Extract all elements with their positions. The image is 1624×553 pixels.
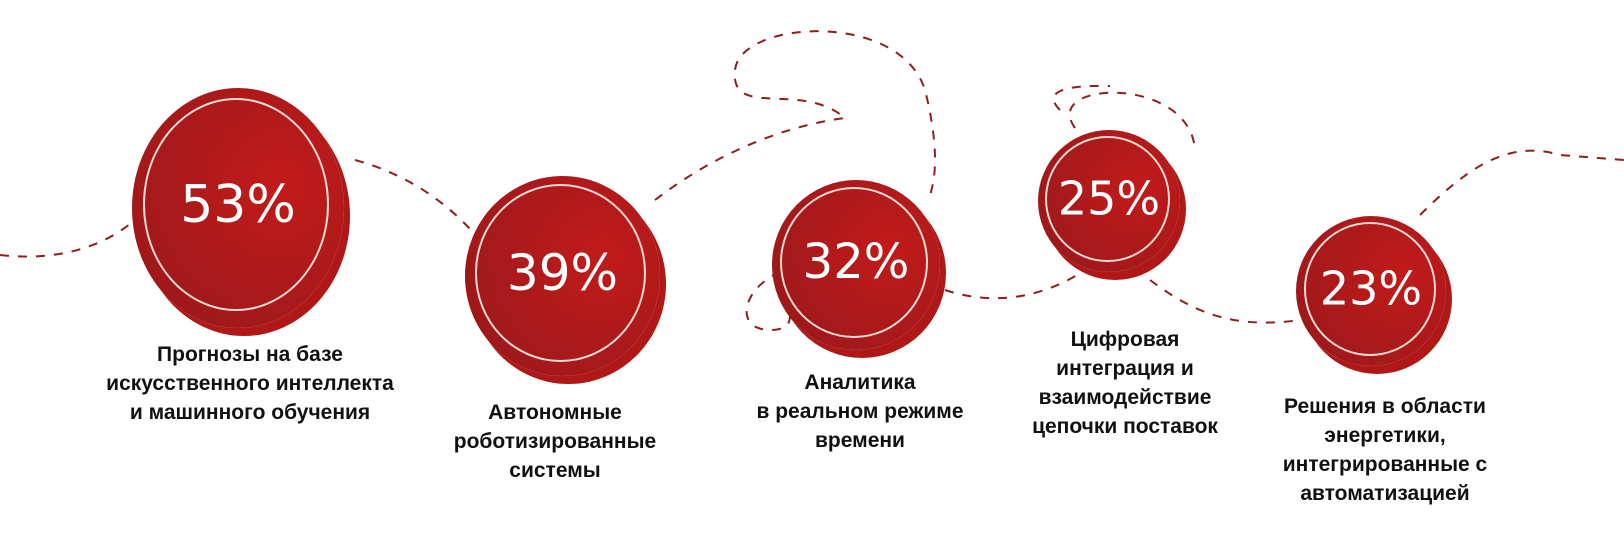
bubble-value: 39% <box>506 244 619 303</box>
label-line: автоматизацией <box>1300 482 1470 505</box>
label-line: взаимодействие <box>1038 386 1212 409</box>
bubble-value: 23% <box>1319 261 1423 316</box>
bubble-1: 53% <box>132 88 344 328</box>
label-2: Автономные роботизированные системы <box>430 398 680 485</box>
label-1: Прогнозы на базе искусственного интеллек… <box>90 340 410 427</box>
label-line: интеграция и <box>1056 357 1194 380</box>
label-line: Прогнозы на базе <box>157 343 343 366</box>
bubble-ring <box>474 184 647 362</box>
label-3: Аналитика в реальном режиме времени <box>735 368 985 455</box>
label-line: цепочки поставок <box>1032 415 1218 438</box>
label-line: интегрированные с <box>1282 453 1488 476</box>
label-line: искусственного интеллекта <box>106 372 394 395</box>
bubble-value: 53% <box>180 175 296 235</box>
label-line: роботизированные <box>453 430 657 453</box>
label-line: Аналитика <box>804 371 916 394</box>
label-5: Решения в области энергетики, интегриров… <box>1260 392 1510 508</box>
label-line: Автономные <box>488 401 622 424</box>
bubble-value: 32% <box>802 234 910 291</box>
label-4: Цифровая интеграция и взаимодействие цеп… <box>1010 325 1240 441</box>
bubble-ring <box>1303 222 1436 356</box>
bubble-ring <box>1045 135 1171 263</box>
label-line: Цифровая <box>1070 328 1180 351</box>
label-line: в реальном режиме <box>756 400 964 423</box>
label-line: энергетики, <box>1324 424 1446 447</box>
bubble-ring <box>780 186 929 339</box>
label-line: и машинного обучения <box>129 401 371 424</box>
label-line: Решения в области <box>1284 395 1486 418</box>
bubble-5: 23% <box>1296 216 1446 366</box>
label-line: времени <box>815 429 905 452</box>
bubble-2: 39% <box>465 176 660 376</box>
bubble-ring <box>142 97 330 312</box>
label-line: системы <box>509 459 601 482</box>
bubble-4: 25% <box>1038 130 1180 272</box>
bubble-value: 25% <box>1057 171 1161 226</box>
bubble-3: 32% <box>772 180 940 350</box>
